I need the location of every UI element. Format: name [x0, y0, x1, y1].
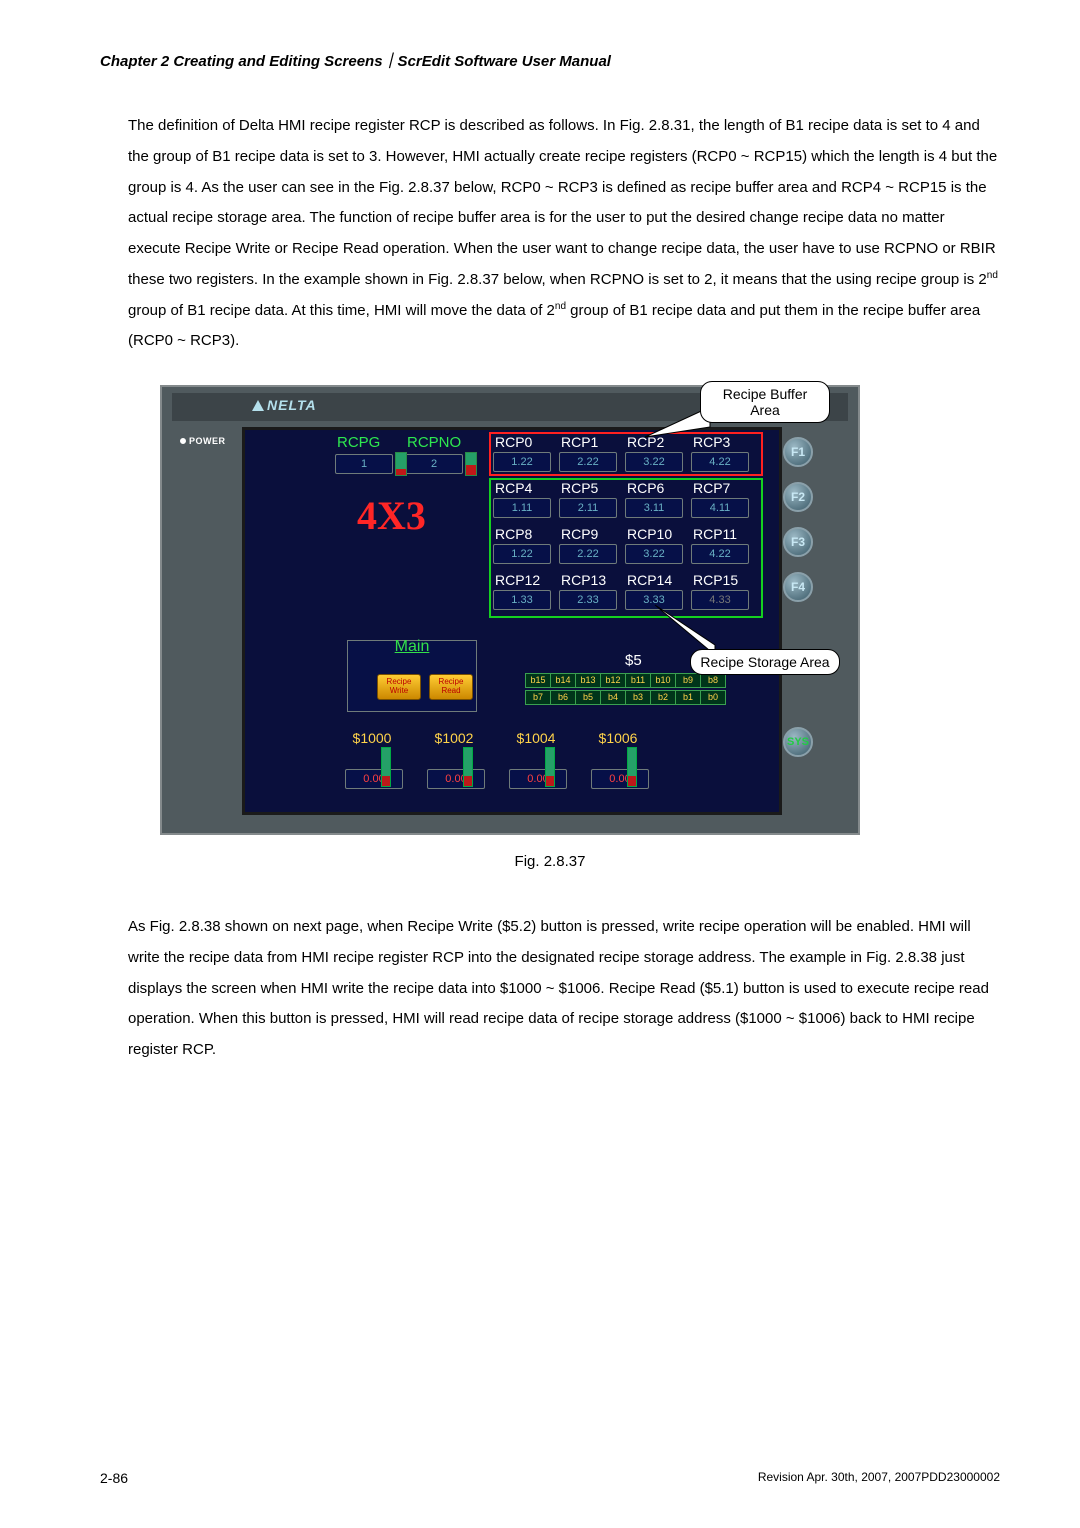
dimensions-4x3: 4X3 — [357, 492, 426, 539]
storage-bar — [545, 749, 555, 789]
f4-button[interactable]: F4 — [783, 572, 813, 602]
bit-indicator[interactable]: b2 — [650, 690, 676, 705]
f2-button[interactable]: F2 — [783, 482, 813, 512]
page-number: 2-86 — [100, 1470, 128, 1486]
storage-label: $1000 — [345, 730, 399, 746]
bit-indicator[interactable]: b5 — [575, 690, 601, 705]
dollar5-label: $5 — [625, 652, 642, 669]
bits-panel: b15b14b13b12b11b10b9b8 b7b6b5b4b3b2b1b0 — [525, 670, 725, 705]
recipe-read-label: Recipe Read — [439, 677, 464, 695]
bit-indicator[interactable]: b6 — [550, 690, 576, 705]
bit-indicator[interactable]: b0 — [700, 690, 726, 705]
rcpg-bar — [395, 452, 407, 476]
delta-logo: NELTA — [252, 397, 317, 413]
bit-indicator[interactable]: b7 — [525, 690, 551, 705]
rcpno-bar — [465, 452, 477, 476]
page-footer: 2-86 Revision Apr. 30th, 2007, 2007PDD23… — [100, 1470, 1000, 1486]
paragraph-1: The definition of Delta HMI recipe regis… — [128, 111, 1000, 357]
storage-box[interactable]: 0.00 — [427, 769, 485, 789]
storage-label: $1002 — [427, 730, 481, 746]
callout-recipe-storage: Recipe Storage Area — [690, 649, 840, 675]
f3-button[interactable]: F3 — [783, 527, 813, 557]
para1-b: group of B1 recipe data. At this time, H… — [128, 302, 555, 319]
storage-value: $10060.00 — [591, 730, 645, 789]
bit-indicator[interactable]: b13 — [575, 673, 601, 688]
paragraph-2: As Fig. 2.8.38 shown on next page, when … — [128, 912, 1000, 1066]
recipe-storage-highlight — [489, 478, 763, 618]
storage-box[interactable]: 0.00 — [345, 769, 403, 789]
rcpg-value[interactable]: 1 — [335, 454, 393, 474]
storage-bar — [627, 749, 637, 789]
storage-bar — [463, 749, 473, 789]
bit-indicator[interactable]: b4 — [600, 690, 626, 705]
storage-values-row: $10000.00$10020.00$10040.00$10060.00 — [345, 730, 673, 789]
figure-caption: Fig. 2.8.37 — [100, 853, 1000, 870]
bit-indicator[interactable]: b11 — [625, 673, 651, 688]
storage-bar — [381, 749, 391, 789]
hmi-device: NELTA POWER RCPG RCPNO 1 2 4X3 RCP01.22R… — [160, 385, 860, 835]
storage-label: $1004 — [509, 730, 563, 746]
recipe-buffer-highlight — [489, 432, 763, 476]
callout-recipe-buffer: Recipe Buffer Area — [700, 381, 830, 423]
recipe-write-button[interactable]: Recipe Write — [377, 674, 421, 700]
para1-a: The definition of Delta HMI recipe regis… — [128, 117, 997, 288]
storage-value: $10040.00 — [509, 730, 563, 789]
rcpno-label: RCPNO — [407, 434, 461, 451]
f1-button[interactable]: F1 — [783, 437, 813, 467]
storage-box[interactable]: 0.00 — [509, 769, 567, 789]
bit-indicator[interactable]: b1 — [675, 690, 701, 705]
storage-value: $10020.00 — [427, 730, 481, 789]
figure-2-8-37: Recipe Buffer Area Recipe Storage Area N… — [160, 385, 880, 835]
storage-value: $10000.00 — [345, 730, 399, 789]
power-label: POWER — [180, 436, 226, 446]
function-buttons: F1 F2 F3 F4 SYS — [783, 437, 813, 772]
bit-indicator[interactable]: b12 — [600, 673, 626, 688]
recipe-write-label: Recipe Write — [387, 677, 412, 695]
rcpno-value[interactable]: 2 — [405, 454, 463, 474]
bit-indicator[interactable]: b14 — [550, 673, 576, 688]
rcpg-label: RCPG — [337, 434, 380, 451]
sup-nd-2: nd — [555, 301, 566, 312]
sup-nd-1: nd — [987, 270, 998, 281]
sys-button[interactable]: SYS — [783, 727, 813, 757]
revision-text: Revision Apr. 30th, 2007, 2007PDD2300000… — [758, 1470, 1000, 1486]
bit-indicator[interactable]: b15 — [525, 673, 551, 688]
bit-indicator[interactable]: b10 — [650, 673, 676, 688]
chapter-header: Chapter 2 Creating and Editing Screens｜S… — [100, 50, 1000, 71]
logo-text: NELTA — [267, 397, 317, 413]
storage-box[interactable]: 0.00 — [591, 769, 649, 789]
bit-indicator[interactable]: b3 — [625, 690, 651, 705]
main-title: Main — [347, 638, 477, 656]
power-text: POWER — [189, 436, 226, 446]
bit-indicator[interactable]: b9 — [675, 673, 701, 688]
recipe-read-button[interactable]: Recipe Read — [429, 674, 473, 700]
storage-label: $1006 — [591, 730, 645, 746]
bit-indicator[interactable]: b8 — [700, 673, 726, 688]
